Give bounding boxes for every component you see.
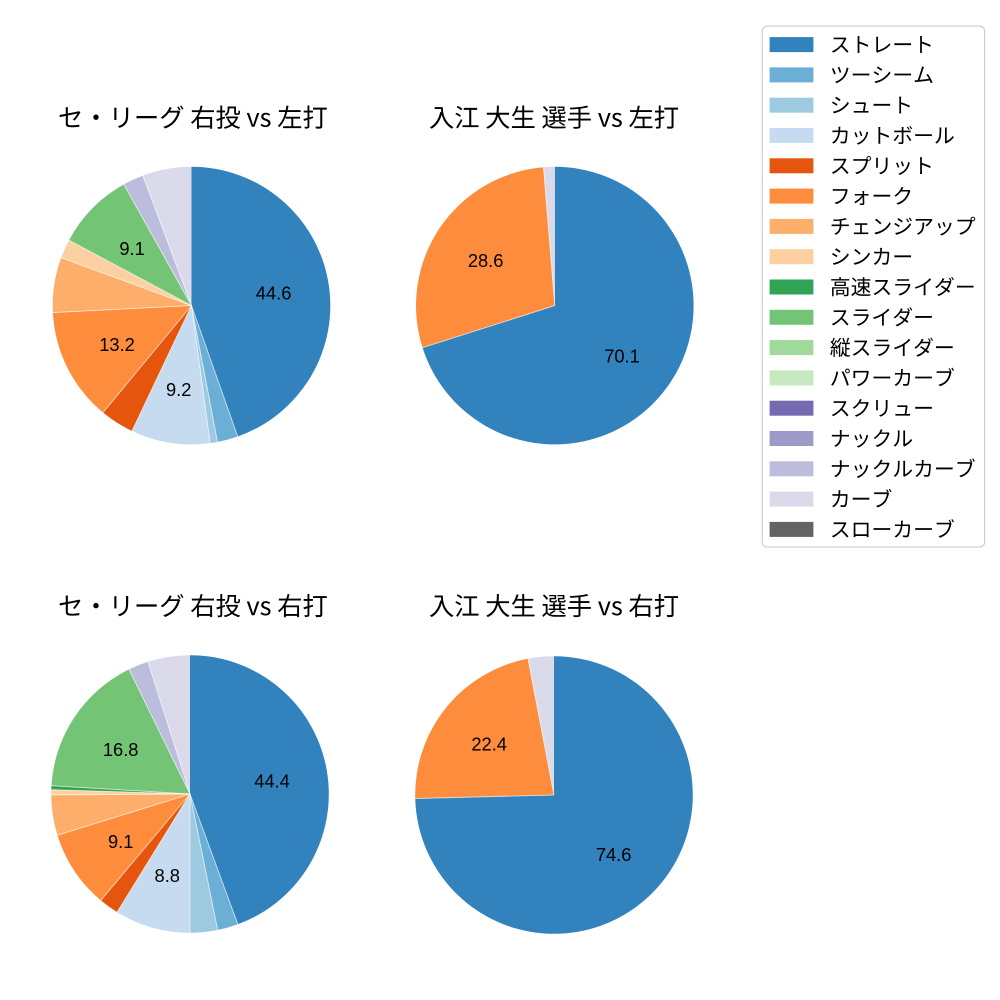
svg-text:9.2: 9.2 bbox=[166, 379, 191, 400]
svg-text:13.2: 13.2 bbox=[99, 334, 135, 355]
svg-text:8.8: 8.8 bbox=[155, 865, 180, 886]
svg-text:22.4: 22.4 bbox=[471, 734, 507, 755]
svg-text:9.1: 9.1 bbox=[119, 238, 144, 259]
svg-text:74.6: 74.6 bbox=[596, 844, 632, 865]
svg-text:9.1: 9.1 bbox=[108, 831, 133, 852]
svg-text:44.4: 44.4 bbox=[254, 770, 290, 791]
svg-text:16.8: 16.8 bbox=[103, 739, 139, 760]
svg-text:28.6: 28.6 bbox=[468, 250, 504, 271]
svg-text:44.6: 44.6 bbox=[256, 283, 292, 304]
svg-text:70.1: 70.1 bbox=[604, 346, 640, 367]
